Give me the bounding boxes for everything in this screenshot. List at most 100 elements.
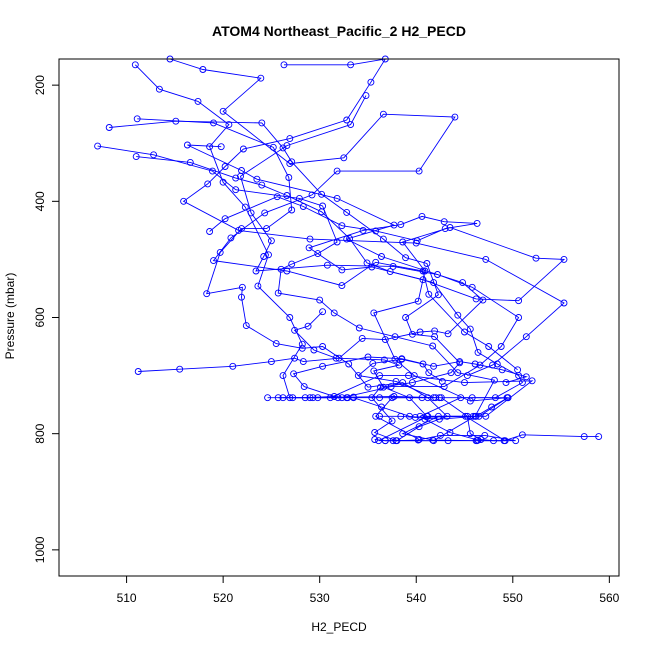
data-point	[333, 167, 341, 175]
data-point	[379, 383, 387, 391]
data-point	[280, 61, 288, 69]
data-point	[132, 153, 140, 161]
data-point	[199, 66, 207, 73]
data-point	[490, 376, 498, 384]
data-point	[397, 221, 405, 229]
data-point	[515, 297, 523, 305]
plot-frame	[58, 58, 620, 577]
data-point	[194, 97, 202, 105]
series-line	[97, 145, 496, 442]
series-line	[182, 58, 565, 377]
data-point	[210, 119, 217, 127]
data-point	[479, 296, 487, 304]
series-line	[357, 358, 443, 440]
series-18	[274, 393, 352, 402]
data-point	[419, 276, 427, 284]
data-point	[355, 324, 363, 332]
data-point	[288, 260, 296, 268]
data-point	[286, 314, 294, 321]
data-point	[489, 361, 496, 369]
data-point	[441, 225, 449, 233]
series-11	[166, 55, 522, 374]
data-point	[372, 412, 380, 420]
data-point	[210, 257, 217, 265]
x-tick-label: 530	[310, 591, 330, 605]
y-axis-label: Pressure (mbar)	[3, 273, 17, 360]
data-point	[444, 330, 452, 338]
x-tick-label: 510	[117, 591, 137, 605]
data-point	[372, 258, 380, 266]
data-point	[347, 121, 355, 129]
series-12	[237, 92, 523, 402]
data-point	[434, 271, 441, 278]
data-point	[440, 218, 448, 226]
data-point	[227, 234, 235, 242]
y-tick-label: 600	[33, 307, 47, 327]
data-point	[376, 394, 384, 402]
data-point	[512, 437, 520, 445]
data-point	[286, 160, 294, 168]
data-point	[238, 283, 246, 291]
data-point	[316, 296, 324, 304]
data-point	[423, 260, 431, 267]
data-point	[416, 328, 424, 336]
data-point	[429, 342, 437, 350]
series-line	[136, 156, 524, 441]
data-point	[367, 78, 375, 86]
data-point	[468, 394, 476, 402]
data-point	[485, 343, 493, 350]
data-point	[252, 267, 260, 275]
data-point	[415, 167, 423, 175]
data-point	[528, 377, 536, 385]
data-point	[279, 144, 287, 152]
chart-title: ATOM4 Northeast_Pacific_2 H2_PECD	[212, 23, 466, 39]
data-point	[310, 346, 318, 354]
data-point	[430, 362, 438, 370]
x-tick-label: 520	[213, 591, 233, 605]
data-point	[261, 209, 269, 217]
data-point	[408, 379, 416, 387]
data-point	[418, 212, 426, 220]
data-point	[468, 283, 476, 291]
data-point	[466, 430, 474, 438]
data-point	[273, 193, 281, 201]
series-line	[378, 397, 516, 442]
data-point	[411, 413, 419, 421]
x-tick-label: 540	[406, 591, 426, 605]
data-point	[343, 208, 351, 216]
data-point	[314, 250, 322, 258]
data-point	[247, 209, 255, 217]
data-point	[263, 225, 271, 233]
data-point	[229, 362, 237, 370]
data-point	[290, 370, 298, 378]
data-point	[359, 226, 367, 234]
data-point	[389, 262, 397, 270]
data-point	[347, 61, 355, 69]
data-point	[131, 61, 139, 69]
data-point	[94, 142, 102, 150]
data-point	[498, 366, 506, 374]
data-point	[497, 343, 505, 350]
data-point	[379, 110, 387, 118]
series-line	[239, 95, 520, 399]
data-point	[414, 297, 422, 305]
data-point	[338, 222, 346, 230]
data-point	[518, 379, 526, 387]
data-point	[415, 436, 423, 443]
data-point	[183, 141, 191, 149]
series-line	[138, 144, 484, 372]
data-point	[515, 314, 523, 321]
data-point	[283, 142, 291, 150]
data-point	[446, 224, 454, 231]
data-point	[133, 115, 141, 123]
data-point	[338, 282, 346, 290]
data-point	[376, 412, 384, 420]
data-point	[330, 393, 338, 400]
data-point	[522, 333, 530, 341]
data-point	[434, 291, 442, 299]
series-line	[137, 118, 448, 442]
data-point	[221, 163, 229, 170]
data-point	[476, 361, 484, 369]
data-point	[461, 328, 468, 336]
data-point	[370, 309, 378, 317]
